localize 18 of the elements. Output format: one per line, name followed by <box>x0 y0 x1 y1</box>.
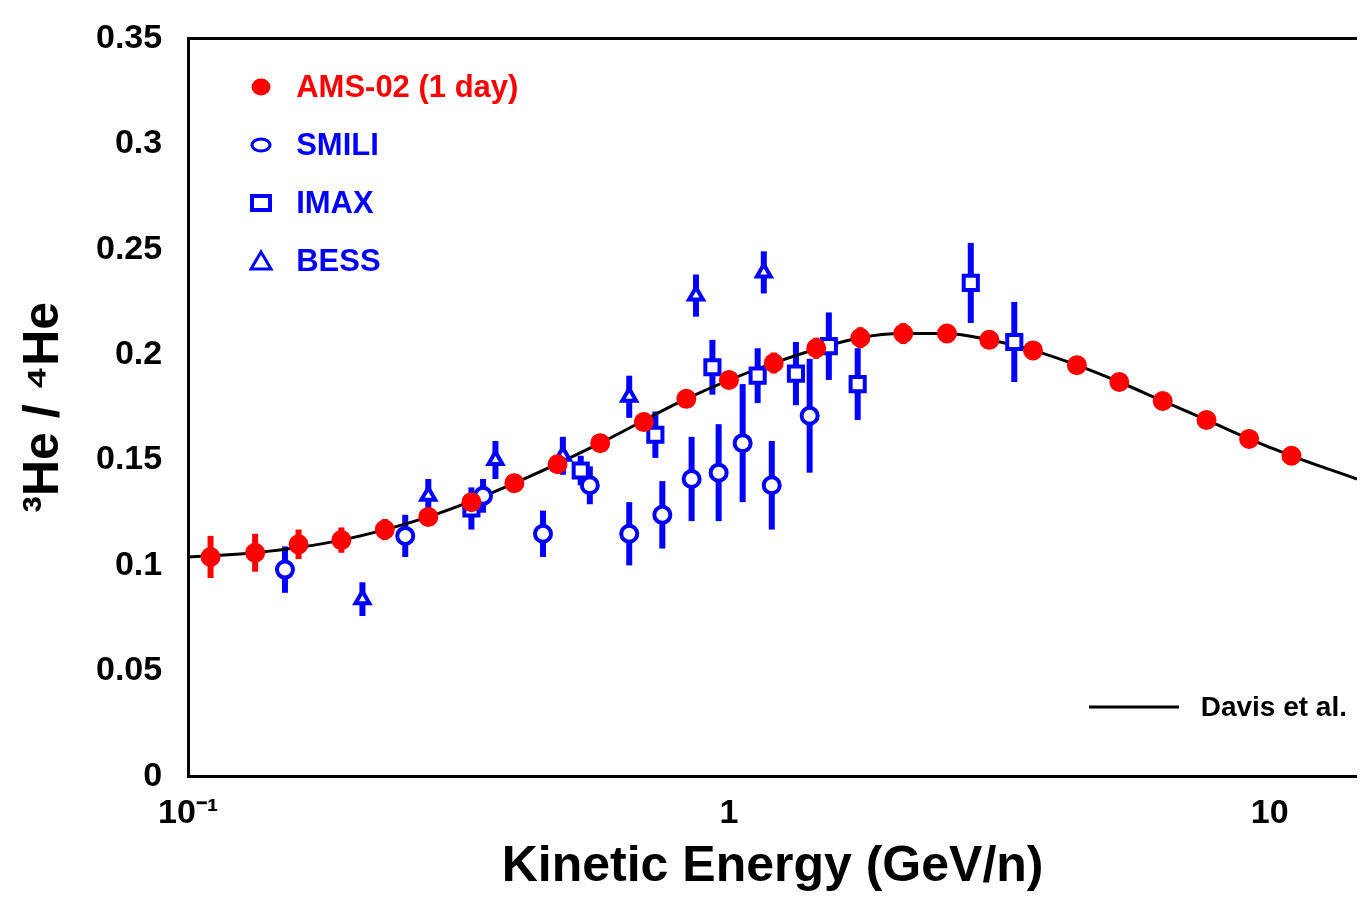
y-tick-label: 0.35 <box>95 16 163 55</box>
legend-label: BESS <box>296 243 381 280</box>
y-tick-label: 0.05 <box>95 649 163 688</box>
legend-label: AMS-02 (1 day) <box>296 69 519 106</box>
x-tick-label: 1 <box>719 791 739 830</box>
legend-label: IMAX <box>296 185 374 222</box>
y-tick-label: 0 <box>143 754 163 793</box>
x-tick-label: 10 <box>1250 791 1289 830</box>
y-axis-title: ³He / ⁴He <box>12 301 69 513</box>
legend-label: SMILI <box>296 127 379 164</box>
y-tick-label: 0.15 <box>95 438 163 477</box>
legend-label: Davis et al. <box>1200 691 1347 724</box>
y-tick-label: 0.25 <box>95 227 163 266</box>
y-tick-label: 0.1 <box>114 543 163 582</box>
y-tick-label: 0.3 <box>114 122 163 161</box>
x-tick-label: 10⁻¹ <box>158 791 219 830</box>
x-axis-title: Kinetic Energy (GeV/n) <box>501 835 1044 892</box>
y-tick-label: 0.2 <box>114 332 163 371</box>
